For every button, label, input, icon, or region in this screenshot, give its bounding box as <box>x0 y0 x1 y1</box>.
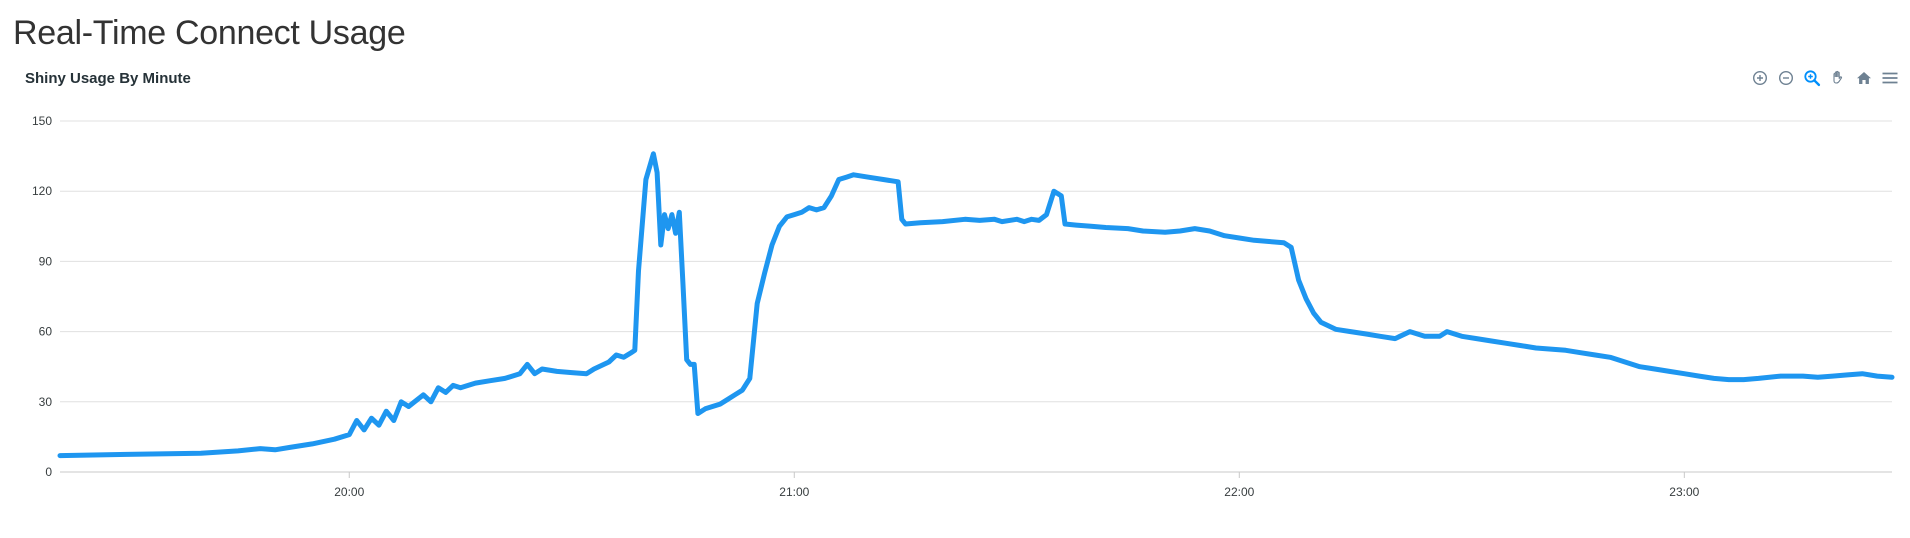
line-chart: 0 30 60 90 120 150 20:00 21:00 22:00 23:00 <box>32 114 1895 499</box>
selection-zoom-icon[interactable] <box>1802 68 1822 88</box>
y-tick-label: 150 <box>32 114 52 128</box>
menu-icon[interactable] <box>1880 68 1900 88</box>
zoom-in-icon[interactable] <box>1750 68 1770 88</box>
y-tick-label: 60 <box>39 325 53 339</box>
chart-container: Shiny Usage By Minute 0 30 60 90 120 150 20:0… <box>0 62 1910 538</box>
y-tick-label: 90 <box>39 254 53 268</box>
series-line <box>57 151 1895 459</box>
chart-title: Shiny Usage By Minute <box>25 70 191 87</box>
pan-icon[interactable] <box>1828 68 1848 88</box>
x-tick-label: 21:00 <box>779 485 809 499</box>
y-axis-tick-labels: 0 30 60 90 120 150 <box>32 114 52 479</box>
grid-lines <box>60 120 1892 403</box>
x-tick-label: 20:00 <box>334 485 364 499</box>
y-tick-label: 30 <box>39 395 53 409</box>
usage-series-line <box>57 151 1895 459</box>
y-tick-label: 0 <box>45 465 52 479</box>
x-tick-label: 23:00 <box>1669 485 1699 499</box>
chart-toolbar <box>1750 68 1900 88</box>
x-axis: 20:00 21:00 22:00 23:00 <box>60 471 1892 499</box>
zoom-out-icon[interactable] <box>1776 68 1796 88</box>
reset-home-icon[interactable] <box>1854 68 1874 88</box>
y-tick-label: 120 <box>32 184 52 198</box>
page-title: Real-Time Connect Usage <box>13 14 406 52</box>
x-tick-label: 22:00 <box>1224 485 1254 499</box>
